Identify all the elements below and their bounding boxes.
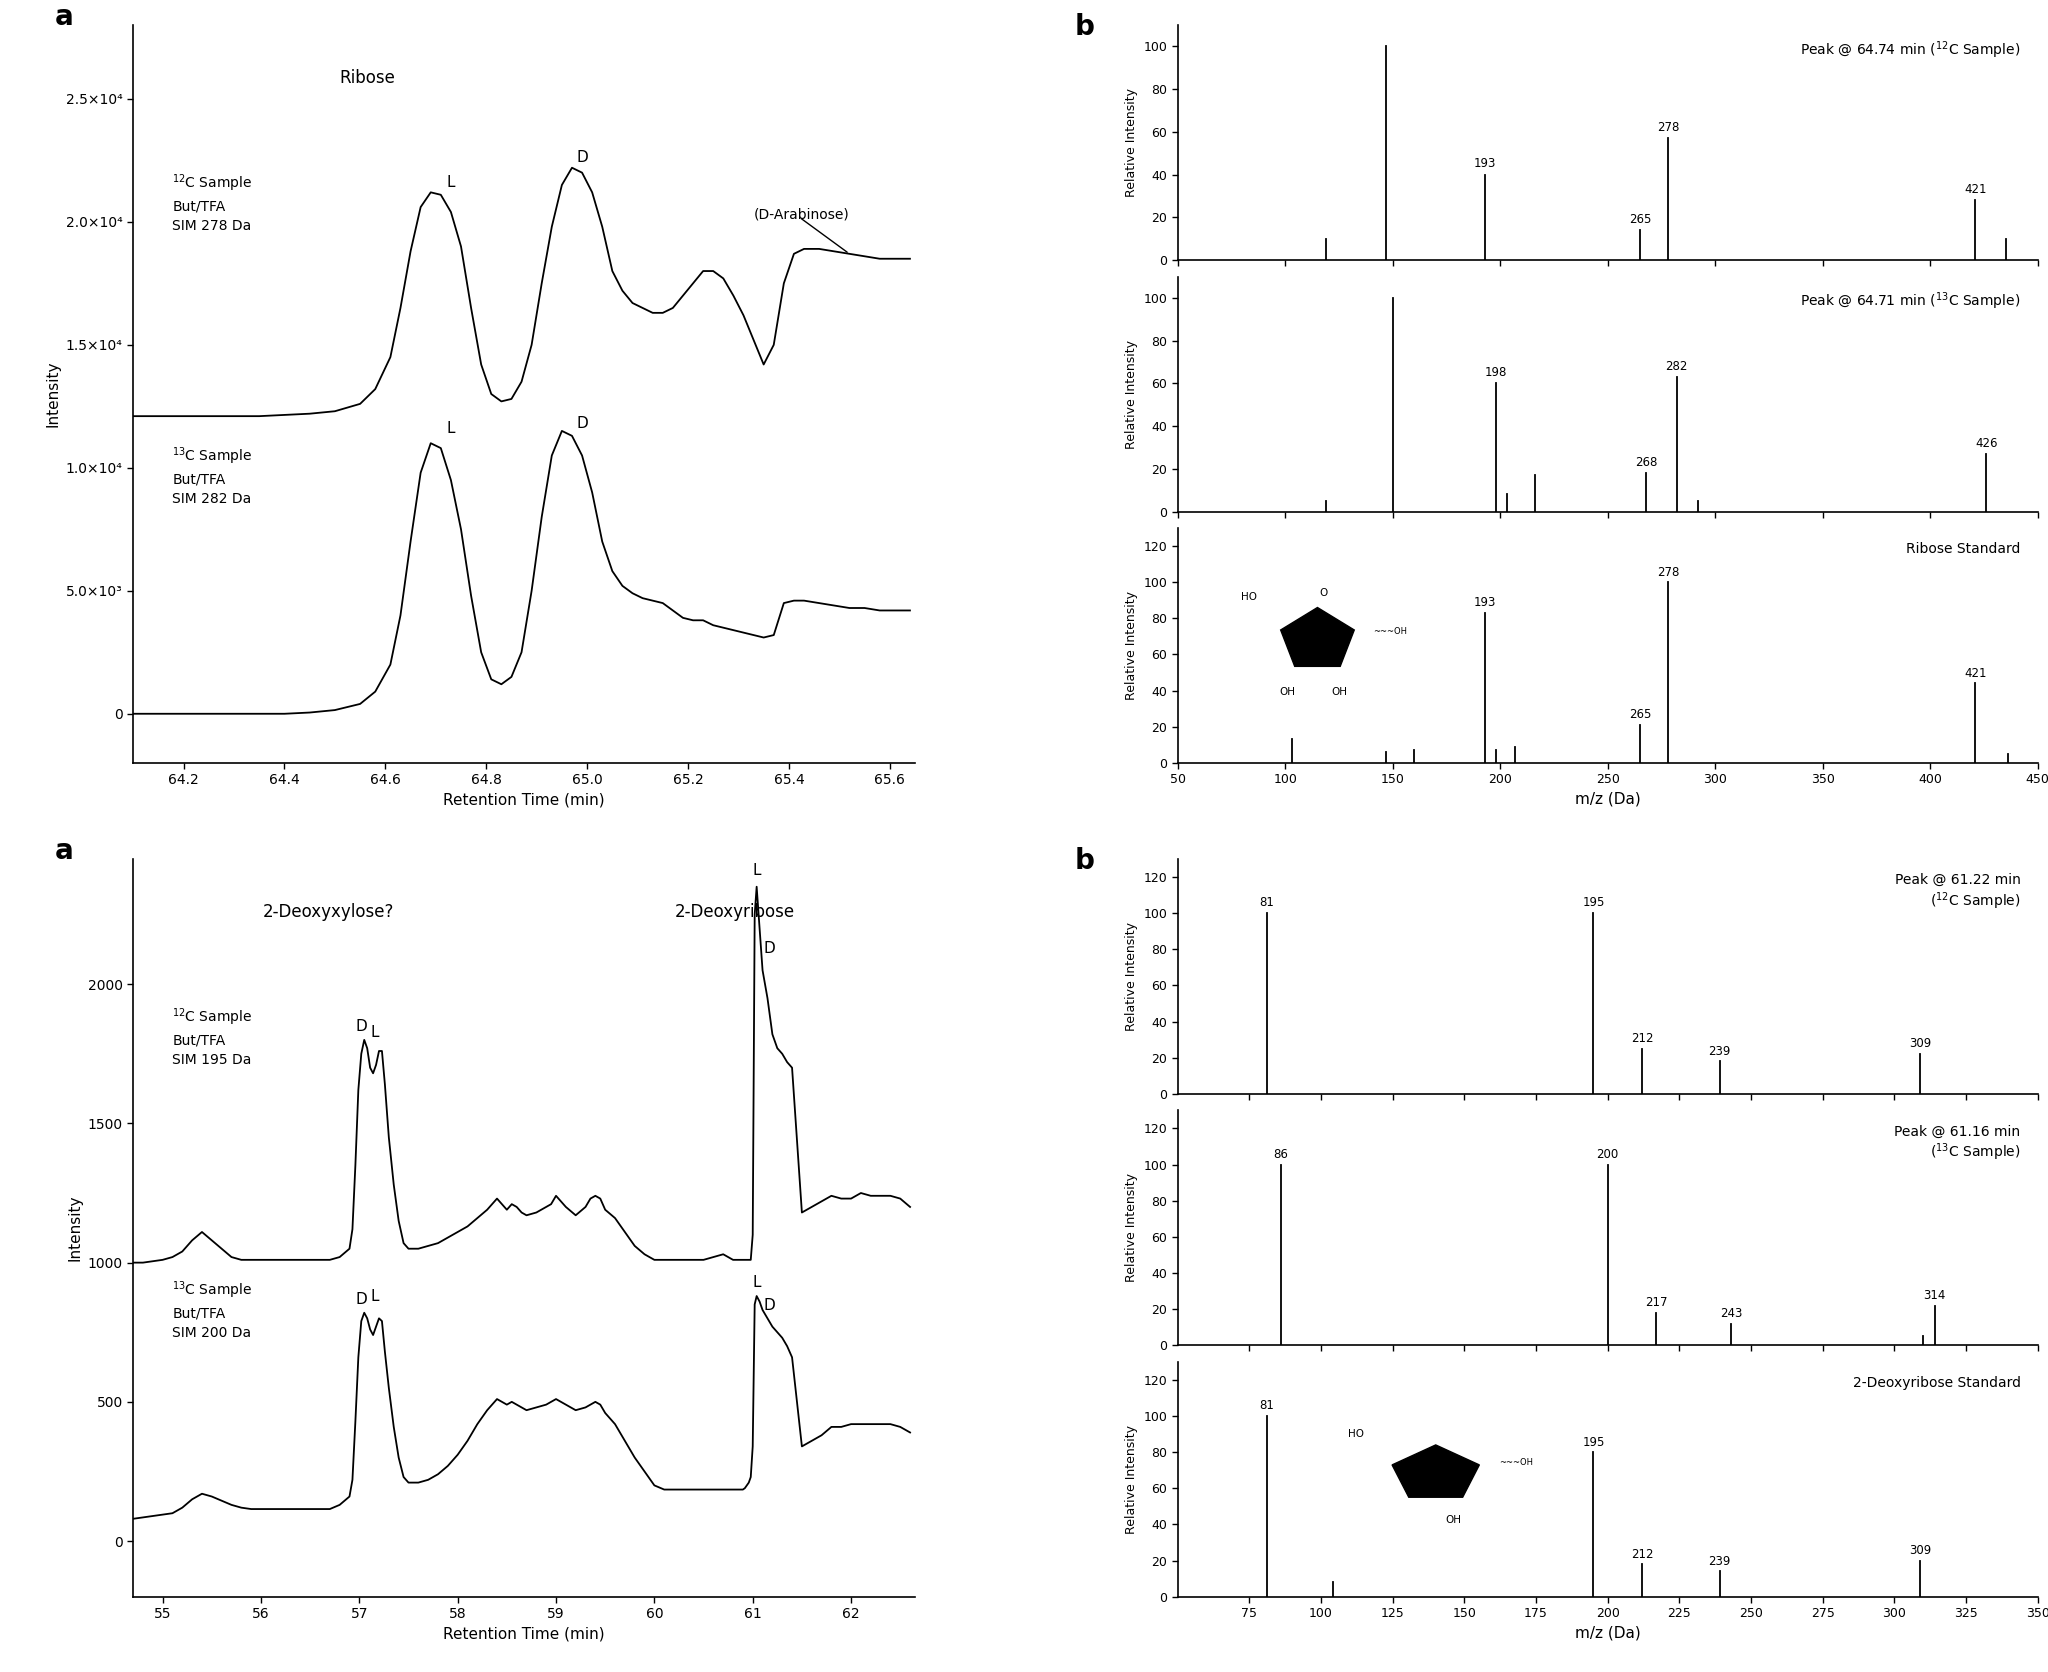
Text: $^{12}$C Sample
But/TFA
SIM 278 Da: $^{12}$C Sample But/TFA SIM 278 Da	[172, 172, 252, 234]
X-axis label: m/z (Da): m/z (Da)	[1575, 1625, 1640, 1640]
Text: Peak @ 61.22 min
($^{12}$C Sample): Peak @ 61.22 min ($^{12}$C Sample)	[1894, 873, 2021, 911]
Text: 2-Deoxyribose Standard: 2-Deoxyribose Standard	[1853, 1376, 2021, 1389]
Text: ~~~OH: ~~~OH	[1499, 1458, 1532, 1468]
Text: Peak @ 64.71 min ($^{13}$C Sample): Peak @ 64.71 min ($^{13}$C Sample)	[1800, 291, 2021, 313]
Text: L: L	[446, 176, 455, 191]
Text: D: D	[764, 941, 776, 956]
Text: 217: 217	[1645, 1296, 1667, 1309]
Text: 282: 282	[1665, 359, 1688, 373]
Text: 309: 309	[1909, 1038, 1931, 1050]
Text: 81: 81	[1260, 1399, 1274, 1413]
Text: 195: 195	[1583, 896, 1604, 910]
Text: 212: 212	[1630, 1032, 1653, 1045]
Text: 2-Deoxyribose: 2-Deoxyribose	[676, 903, 795, 921]
Text: D: D	[575, 416, 588, 431]
Text: 314: 314	[1923, 1289, 1946, 1302]
Text: 265: 265	[1628, 709, 1651, 721]
Y-axis label: Relative Intensity: Relative Intensity	[1124, 590, 1139, 701]
Text: 195: 195	[1583, 1436, 1604, 1448]
Text: D: D	[575, 150, 588, 166]
Text: a: a	[55, 3, 74, 32]
Text: L: L	[371, 1025, 379, 1040]
Y-axis label: Relative Intensity: Relative Intensity	[1124, 89, 1139, 197]
Polygon shape	[1393, 1445, 1479, 1496]
Text: 81: 81	[1260, 896, 1274, 910]
Text: D: D	[764, 1297, 776, 1313]
Text: 421: 421	[1964, 182, 1987, 196]
Text: 421: 421	[1964, 667, 1987, 681]
Text: O: O	[1319, 589, 1327, 599]
Text: 86: 86	[1274, 1149, 1288, 1160]
Text: Peak @ 61.16 min
($^{13}$C Sample): Peak @ 61.16 min ($^{13}$C Sample)	[1894, 1125, 2021, 1164]
Y-axis label: Intensity: Intensity	[68, 1194, 82, 1261]
Text: Ribose: Ribose	[340, 69, 395, 87]
Text: $^{13}$C Sample
But/TFA
SIM 282 Da: $^{13}$C Sample But/TFA SIM 282 Da	[172, 446, 252, 507]
Text: 198: 198	[1485, 366, 1507, 380]
Text: a: a	[55, 836, 74, 864]
Text: L: L	[752, 863, 762, 878]
Text: HO: HO	[1348, 1430, 1364, 1440]
Y-axis label: Relative Intensity: Relative Intensity	[1124, 339, 1139, 448]
Text: D: D	[356, 1020, 367, 1035]
Text: 239: 239	[1708, 1555, 1731, 1568]
Polygon shape	[1280, 607, 1354, 667]
Text: OH: OH	[1280, 687, 1294, 697]
Text: b: b	[1075, 13, 1094, 42]
Text: 265: 265	[1628, 212, 1651, 226]
Text: $^{12}$C Sample
But/TFA
SIM 195 Da: $^{12}$C Sample But/TFA SIM 195 Da	[172, 1007, 252, 1067]
Text: ~~~OH: ~~~OH	[1374, 627, 1407, 635]
Text: L: L	[446, 421, 455, 436]
Text: 278: 278	[1657, 565, 1679, 579]
Text: 193: 193	[1475, 157, 1497, 171]
Y-axis label: Relative Intensity: Relative Intensity	[1124, 1425, 1139, 1533]
Y-axis label: Relative Intensity: Relative Intensity	[1124, 921, 1139, 1032]
Text: 426: 426	[1974, 436, 1997, 450]
Text: 309: 309	[1909, 1543, 1931, 1557]
Text: 212: 212	[1630, 1548, 1653, 1560]
Y-axis label: Relative Intensity: Relative Intensity	[1124, 1174, 1139, 1282]
Text: 268: 268	[1634, 456, 1657, 468]
Text: HO: HO	[1241, 592, 1257, 602]
Text: 239: 239	[1708, 1045, 1731, 1058]
Text: 243: 243	[1720, 1308, 1743, 1319]
Text: D: D	[356, 1292, 367, 1308]
Text: $^{13}$C Sample
But/TFA
SIM 200 Da: $^{13}$C Sample But/TFA SIM 200 Da	[172, 1279, 252, 1339]
Text: b: b	[1075, 848, 1094, 874]
Text: L: L	[752, 1276, 762, 1291]
Text: OH: OH	[1446, 1515, 1460, 1525]
Text: Peak @ 64.74 min ($^{12}$C Sample): Peak @ 64.74 min ($^{12}$C Sample)	[1800, 38, 2021, 60]
Text: 200: 200	[1597, 1149, 1618, 1160]
Text: 278: 278	[1657, 120, 1679, 134]
X-axis label: Retention Time (min): Retention Time (min)	[442, 1627, 604, 1642]
Text: L: L	[371, 1289, 379, 1304]
X-axis label: m/z (Da): m/z (Da)	[1575, 793, 1640, 808]
X-axis label: Retention Time (min): Retention Time (min)	[442, 793, 604, 808]
Text: Ribose Standard: Ribose Standard	[1907, 542, 2021, 557]
Y-axis label: Intensity: Intensity	[45, 361, 59, 428]
Text: OH: OH	[1331, 687, 1348, 697]
Text: (D-Arabinose): (D-Arabinose)	[754, 207, 850, 221]
Text: 193: 193	[1475, 597, 1497, 609]
Text: 2-Deoxyxylose?: 2-Deoxyxylose?	[262, 903, 395, 921]
